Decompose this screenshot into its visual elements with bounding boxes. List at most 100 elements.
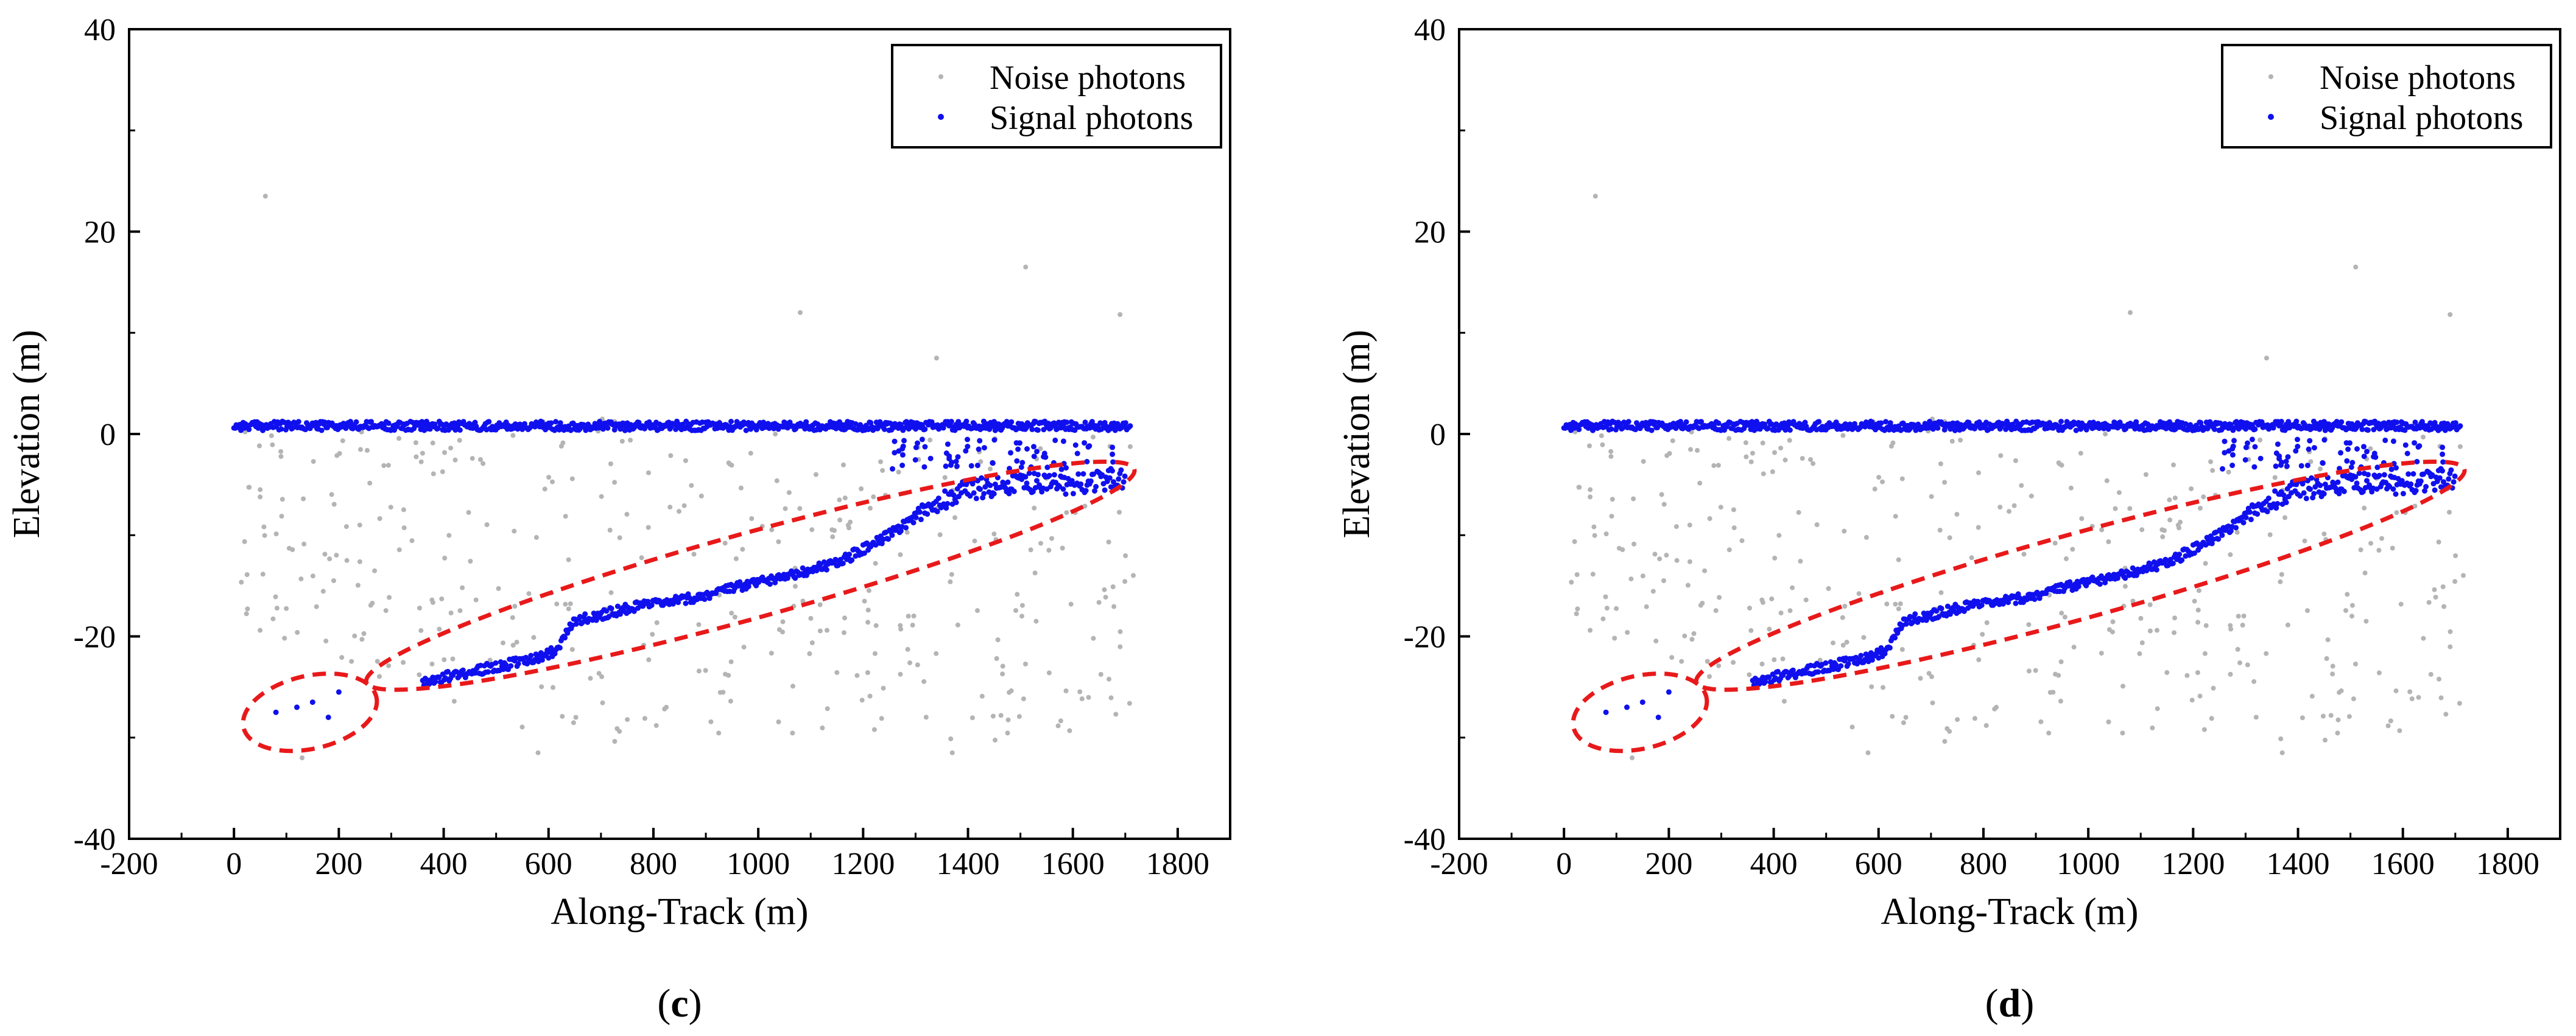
signal-photon xyxy=(2326,421,2332,427)
noise-photon xyxy=(979,693,985,699)
y-tick-label: 20 xyxy=(1414,215,1446,250)
signal-photon xyxy=(948,462,954,468)
noise-photon xyxy=(2325,637,2331,643)
noise-photon xyxy=(270,616,276,621)
noise-photon xyxy=(2324,656,2329,661)
signal-photon xyxy=(493,660,499,666)
signal-photon xyxy=(1064,419,1070,425)
noise-photon xyxy=(970,715,975,721)
noise-photon xyxy=(1033,618,1039,624)
noise-photon xyxy=(1998,453,2004,458)
signal-photon xyxy=(1107,475,1113,481)
noise-photon xyxy=(244,572,250,577)
noise-photon xyxy=(776,719,781,724)
signal-photon xyxy=(1052,437,1058,443)
noise-photon xyxy=(1688,447,1693,452)
noise-photon xyxy=(866,588,871,593)
noise-photon xyxy=(2189,698,2195,703)
noise-photon xyxy=(2103,432,2108,437)
noise-photon xyxy=(2343,608,2348,613)
noise-photon xyxy=(1942,739,1948,744)
x-tick-label: 400 xyxy=(420,847,468,881)
signal-photon xyxy=(882,426,887,432)
noise-photon xyxy=(2390,545,2395,551)
signal-photon xyxy=(927,455,934,461)
y-tick-label: 0 xyxy=(100,418,116,452)
noise-photon xyxy=(1098,671,1103,677)
noise-photon xyxy=(1625,630,1630,635)
noise-photon xyxy=(451,699,457,704)
noise-photon xyxy=(1086,695,1091,700)
noise-photon xyxy=(608,461,613,466)
noise-photon xyxy=(1844,640,1849,645)
noise-photon xyxy=(865,620,871,625)
noise-photon xyxy=(385,463,391,468)
noise-photon xyxy=(2106,539,2111,544)
noise-photon xyxy=(878,459,883,464)
signal-photon xyxy=(1083,488,1089,494)
noise-photon xyxy=(1769,596,1775,601)
noise-photon xyxy=(1872,486,1877,492)
signal-photon xyxy=(2229,463,2236,468)
noise-photon xyxy=(2228,671,2233,677)
noise-photon xyxy=(949,750,955,755)
signal-photon xyxy=(861,550,867,556)
noise-photon xyxy=(2282,515,2287,520)
noise-photon xyxy=(1980,632,1985,637)
signal-photon xyxy=(2361,453,2367,460)
noise-photon xyxy=(280,497,285,502)
signal-photon xyxy=(2360,489,2366,495)
signal-photon xyxy=(2170,561,2176,567)
noise-photon xyxy=(608,590,614,595)
noise-photon xyxy=(1569,579,1574,585)
noise-photon xyxy=(526,591,532,597)
noise-photon xyxy=(612,739,618,744)
noise-photon xyxy=(331,502,337,507)
noise-photon xyxy=(1814,522,1820,527)
noise-photon xyxy=(653,723,659,728)
noise-photon xyxy=(972,538,977,544)
noise-photon xyxy=(1592,194,1598,199)
signal-photon xyxy=(2361,444,2367,450)
annotation-ellipse xyxy=(1571,671,1709,754)
noise-photon xyxy=(868,505,873,511)
signal-photon xyxy=(943,463,949,469)
noise-photon xyxy=(2038,719,2044,724)
signal-photon xyxy=(1031,444,1036,450)
signal-photon xyxy=(1907,425,1913,432)
signal-photon xyxy=(1063,465,1069,471)
noise-photon xyxy=(2139,527,2145,533)
noise-photon xyxy=(872,651,878,656)
signal-photon xyxy=(348,419,353,425)
signal-photon xyxy=(1005,479,1011,485)
noise-photon xyxy=(2428,671,2433,677)
noise-photon xyxy=(2192,598,2197,604)
signal-photon xyxy=(922,426,928,432)
noise-photon xyxy=(2394,510,2399,516)
signal-photon xyxy=(2399,478,2405,484)
signal-photon xyxy=(1108,466,1114,472)
noise-photon xyxy=(2203,623,2209,628)
noise-photon xyxy=(239,579,244,585)
noise-photon xyxy=(337,451,342,456)
noise-photon xyxy=(1744,454,1749,460)
noise-photon xyxy=(1955,717,1960,723)
signal-photon xyxy=(1975,598,1981,604)
signal-photon xyxy=(1112,427,1118,433)
noise-photon xyxy=(927,437,933,443)
y-tick-label: -40 xyxy=(1404,822,1446,857)
noise-photon xyxy=(1930,700,1935,705)
signal-photon xyxy=(2254,511,2261,517)
signal-photon xyxy=(597,419,603,424)
noise-photon xyxy=(569,647,575,652)
signal-photon xyxy=(1004,419,1010,425)
legend-signal-marker xyxy=(2268,114,2274,120)
signal-photon xyxy=(1576,427,1582,432)
noise-photon xyxy=(1918,676,1923,681)
noise-photon xyxy=(2033,668,2038,673)
noise-photon xyxy=(1896,606,1901,612)
signal-photon xyxy=(435,425,441,432)
noise-photon xyxy=(1947,535,1952,541)
signal-photon xyxy=(2452,473,2458,479)
